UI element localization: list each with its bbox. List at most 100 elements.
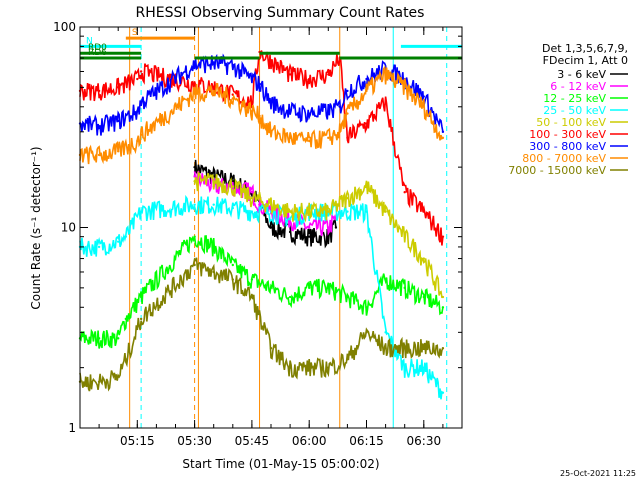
series-1-point [288,230,292,234]
series-8-point [338,130,341,134]
series-6-point [422,210,425,213]
footer-timestamp: 25-Oct-2021 11:25 [560,469,636,478]
x-tick-label: 06:15 [349,434,384,448]
series-8-point [403,86,406,89]
series-3-point [365,306,368,309]
series-6-point [269,59,273,62]
series-3-point [231,263,234,267]
x-tick-label: 05:45 [235,434,270,448]
series-7-point [422,95,425,98]
flag-label: S [132,28,138,38]
x-tick-label: 06:30 [407,434,442,448]
series-3-point [212,245,215,249]
series-3-point [117,337,120,340]
series-8-point [193,91,196,94]
series-4-point [384,331,387,334]
series-line-6 [79,50,444,246]
series-5-point [288,210,292,213]
series-4-point [250,210,254,213]
series-line-9 [79,257,444,392]
series-1-point [327,235,330,238]
series-8-point [117,150,120,153]
series-8-point [365,89,368,93]
series-9-point [365,331,368,334]
series-1-point [193,165,196,169]
series-7-point [288,110,292,113]
series-5-point [269,203,273,206]
series-3-point [346,295,349,299]
series-9-point [250,295,254,299]
series-8-point [422,105,425,108]
series-9-point [327,366,330,369]
legend-label: 6 - 12 keV [550,80,606,93]
series-9-point [139,317,143,321]
y-tick-label: 1 [68,421,76,435]
series-5-point [422,257,425,260]
series-line-2 [193,171,337,237]
series-2-point [250,190,254,194]
y-tick-label: 100 [53,20,76,34]
series-2-point [327,226,330,229]
series-5-point [193,180,196,183]
series-8-point [212,89,215,93]
series-6-point [193,82,196,86]
series-7-point [136,110,139,113]
y-axis-label: Count Rate (s⁻¹ detector⁻¹) [29,146,43,309]
series-6-point [327,73,330,76]
series-6 [78,50,445,246]
legend-label: 7000 - 15000 keV [508,164,606,177]
series-9-point [124,358,128,361]
series-3-point [384,278,387,281]
series-6-point [117,86,120,89]
series-8-point [441,136,445,140]
series-4-point [288,218,292,221]
series-3-point [269,286,273,290]
series-7 [78,53,445,136]
legend-label: 300 - 800 keV [529,140,606,153]
series-3-point [124,317,128,321]
series-5-point [308,210,311,213]
series-7-point [338,105,341,108]
series-5-point [212,180,215,183]
series-6-point [288,73,292,76]
series-8-point [139,133,143,136]
series-3-point [193,235,196,238]
series-8-point [346,112,349,115]
series-9-point [212,270,215,274]
chart-title: RHESSI Observing Summary Count Rates [136,5,425,21]
series-3-point [250,278,254,281]
x-tick-label: 05:15 [120,434,155,448]
series-9-point [422,347,425,350]
series-1-point [269,226,273,229]
series-5-point [327,210,330,213]
series-3-point [288,295,292,299]
series-8-point [231,97,234,100]
series-2-point [258,203,261,206]
series-4-point [422,366,425,369]
series-4-point [231,206,234,210]
legend-label: 12 - 25 keV [543,92,606,105]
series-5-point [441,295,445,299]
series-8-point [384,73,387,76]
legend: Det 1,3,5,6,7,9,FDecim 1, Att 03 - 6 keV… [508,42,628,177]
series-3-point [308,286,311,290]
series-6-point [403,190,406,194]
series-7-point [269,101,273,104]
series-8-point [136,139,139,143]
series-5-point [365,185,368,188]
series-6-point [136,77,139,81]
series-8-point [97,153,101,157]
series-9 [78,257,445,392]
series-6-point [441,235,445,238]
legend-header-line: Det 1,3,5,6,7,9, [542,42,628,55]
series-4-point [365,210,368,213]
series-6-point [308,77,311,81]
series-1-point [334,226,338,229]
x-axis-label: Start Time (01-May-15 05:00:02) [182,457,379,471]
series-9-point [403,347,406,350]
series-7-point [97,125,101,128]
series-3-point [441,306,445,309]
x-tick-label: 05:30 [177,434,212,448]
series-5-point [346,197,349,200]
